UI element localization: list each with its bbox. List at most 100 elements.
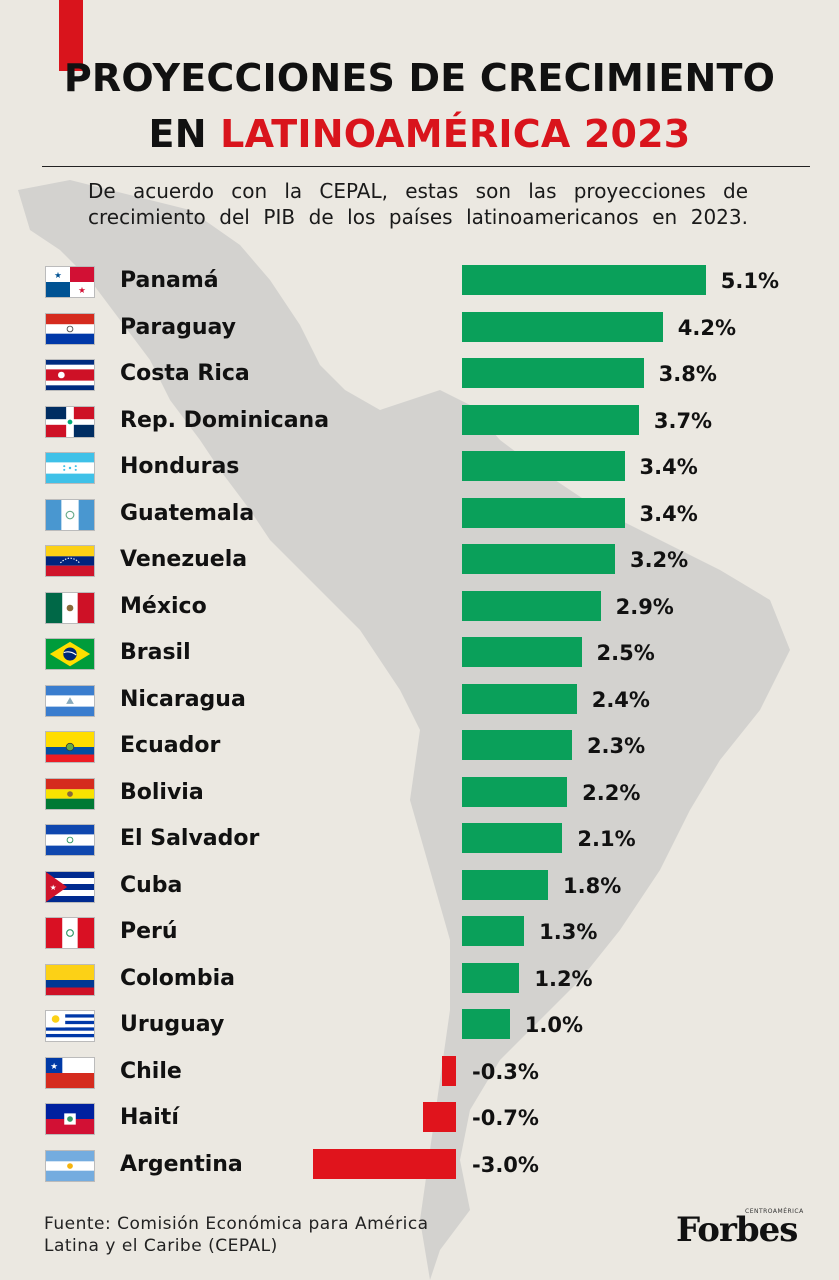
data-label: 3.8% bbox=[658, 362, 717, 386]
chart-row: Perú 1.3% bbox=[0, 909, 839, 955]
category-label: Argentina bbox=[120, 1151, 243, 1177]
chart-row: Costa Rica 3.8% bbox=[0, 351, 839, 397]
bar bbox=[462, 544, 615, 574]
costa-rica-flag-icon bbox=[45, 359, 95, 391]
honduras-flag-icon bbox=[45, 452, 95, 484]
dominican-republic-flag-icon bbox=[45, 405, 95, 438]
mexico-flag-icon bbox=[45, 591, 95, 624]
forbes-edition-label: CENTROAMÉRICA bbox=[745, 1208, 804, 1215]
chart-row: Uruguay 1.0% bbox=[0, 1002, 839, 1048]
category-label: Perú bbox=[120, 919, 178, 944]
data-label: 3.2% bbox=[629, 548, 689, 572]
chart-row: ★ Chile -0.3% bbox=[0, 1049, 839, 1095]
cuba-flag-icon: ★ bbox=[45, 870, 95, 903]
data-label: 3.4% bbox=[639, 455, 698, 479]
peru-flag-icon bbox=[45, 917, 95, 949]
bar bbox=[462, 637, 582, 667]
category-label: Honduras bbox=[120, 454, 240, 479]
category-label: Bolivia bbox=[120, 779, 204, 805]
bar bbox=[462, 497, 625, 528]
data-label: 1.8% bbox=[563, 873, 622, 898]
el-salvador-flag-icon bbox=[45, 824, 95, 856]
data-label: 1.0% bbox=[524, 1013, 584, 1037]
data-label: 2.5% bbox=[596, 641, 655, 665]
chart-row: Venezuela 3.2% bbox=[0, 537, 839, 583]
bar bbox=[462, 358, 644, 388]
chart-row: Guatemala 3.4% bbox=[0, 491, 839, 537]
chart-row: Nicaragua 2.4% bbox=[0, 677, 839, 723]
chile-flag-icon: ★ bbox=[45, 1056, 95, 1089]
category-label: Guatemala bbox=[120, 500, 255, 526]
category-label: Costa Rica bbox=[120, 361, 250, 386]
category-label: México bbox=[120, 593, 207, 619]
bar bbox=[312, 1148, 456, 1179]
data-label: -0.7% bbox=[472, 1106, 539, 1130]
category-label: Panamá bbox=[120, 268, 219, 293]
data-label: 3.4% bbox=[639, 501, 698, 526]
latin-america-map-background bbox=[18, 180, 790, 1280]
category-label: El Salvador bbox=[120, 826, 260, 851]
title-line-1: PROYECCIONES DE CRECIMIENTO bbox=[63, 56, 776, 100]
red-accent-tab bbox=[59, 0, 83, 71]
category-label: Nicaragua bbox=[120, 686, 246, 712]
paraguay-flag-icon bbox=[45, 312, 95, 345]
bar bbox=[462, 730, 572, 760]
source-line-1: Fuente: Comisión Económica para América bbox=[44, 1214, 429, 1234]
data-label: 4.2% bbox=[677, 315, 736, 340]
category-label: Colombia bbox=[120, 965, 235, 991]
haiti-flag-icon bbox=[45, 1103, 95, 1135]
bar bbox=[462, 916, 525, 946]
svg-text:★: ★ bbox=[54, 271, 62, 281]
category-label: Rep. Dominicana bbox=[120, 407, 330, 433]
category-label: Cuba bbox=[120, 872, 183, 898]
chart-row: Argentina -3.0% bbox=[0, 1142, 839, 1188]
chart-row: Honduras 3.4% bbox=[0, 444, 839, 490]
svg-text:★: ★ bbox=[50, 882, 57, 891]
chart-row: Ecuador 2.3% bbox=[0, 723, 839, 769]
panama-flag-icon: ★ ★ bbox=[45, 266, 95, 298]
data-label: -3.0% bbox=[472, 1152, 539, 1177]
bar bbox=[462, 683, 577, 714]
bar bbox=[462, 451, 625, 481]
data-label: 2.2% bbox=[582, 780, 641, 805]
chart-row: ★ ★ Panamá 5.1% bbox=[0, 258, 839, 304]
bar bbox=[462, 590, 601, 621]
data-label: 1.3% bbox=[539, 920, 598, 944]
data-label: 1.2% bbox=[534, 966, 593, 991]
chart-subtitle: De acuerdo con la CEPAL, estas son las p… bbox=[88, 179, 748, 229]
data-label: 2.3% bbox=[586, 734, 646, 758]
category-label: Paraguay bbox=[120, 314, 236, 340]
chart-row: El Salvador 2.1% bbox=[0, 816, 839, 862]
svg-text:★: ★ bbox=[78, 286, 86, 296]
category-label: Brasil bbox=[120, 640, 191, 665]
chart-row: Paraguay 4.2% bbox=[0, 305, 839, 351]
chart-row: Bolivia 2.2% bbox=[0, 770, 839, 816]
bar bbox=[441, 1055, 456, 1086]
category-label: Haití bbox=[120, 1105, 179, 1130]
bar bbox=[462, 265, 706, 295]
source-note: Fuente: Comisión Económica para América … bbox=[44, 1213, 429, 1257]
chart-row: ★ Cuba 1.8% bbox=[0, 863, 839, 909]
colombia-flag-icon bbox=[45, 963, 95, 996]
chart-row: Colombia 1.2% bbox=[0, 956, 839, 1002]
uruguay-flag-icon bbox=[45, 1010, 95, 1042]
bar bbox=[422, 1102, 456, 1132]
data-label: 2.4% bbox=[591, 687, 650, 712]
data-label: -0.3% bbox=[472, 1059, 539, 1084]
chart-row: Haití -0.7% bbox=[0, 1095, 839, 1141]
title-prefix: EN bbox=[148, 112, 207, 156]
title-accent: LATINOAMÉRICA 2023 bbox=[220, 112, 691, 156]
ecuador-flag-icon bbox=[45, 731, 95, 763]
category-label: Uruguay bbox=[120, 1012, 225, 1037]
source-line-2: Latina y el Caribe (CEPAL) bbox=[44, 1236, 278, 1256]
forbes-logo: Forbes bbox=[676, 1210, 798, 1250]
chart-row: Rep. Dominicana 3.7% bbox=[0, 398, 839, 444]
title-divider bbox=[42, 166, 810, 167]
brazil-flag-icon bbox=[45, 638, 95, 670]
title-line-2: EN LATINOAMÉRICA 2023 bbox=[0, 106, 839, 162]
bolivia-flag-icon bbox=[45, 777, 95, 810]
chart-row: Brasil 2.5% bbox=[0, 630, 839, 676]
category-label: Venezuela bbox=[120, 547, 248, 572]
category-label: Chile bbox=[120, 1058, 182, 1084]
